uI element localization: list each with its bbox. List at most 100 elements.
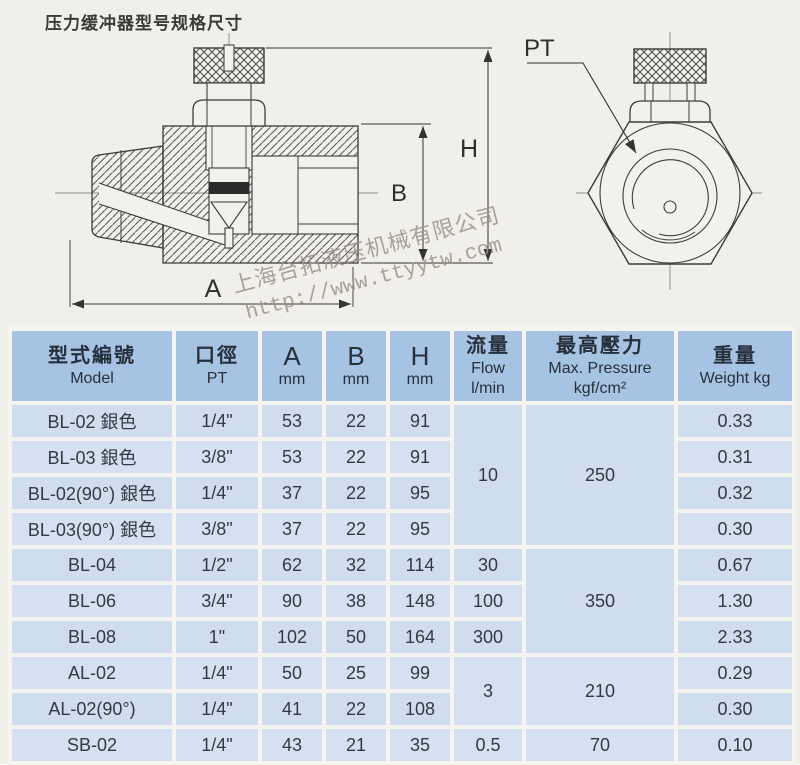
cell-weight: 0.30 (674, 509, 796, 549)
cell-weight: 0.29 (674, 653, 796, 693)
cell-b: 22 (322, 509, 390, 549)
cell-h: 95 (386, 509, 454, 549)
cell-b: 22 (322, 401, 390, 441)
weight-header-en: Weight kg (699, 370, 771, 387)
col-header-b: B mm (322, 327, 390, 405)
inscribed-circle (599, 122, 741, 264)
flow-header-en1: Flow (471, 360, 505, 377)
cell-h: 114 (386, 545, 454, 585)
cell-a: 53 (258, 437, 326, 477)
table-row: BL-03 銀色 3/8" 53 22 91 0.31 (8, 437, 796, 477)
col-header-model: 型式編號 Model (8, 327, 176, 405)
cell-a: 90 (258, 581, 326, 621)
page-title: 压力缓冲器型号规格尺寸 (45, 14, 243, 33)
table-row: BL-04 1/2" 62 32 114 30 350 0.67 (8, 545, 796, 657)
side-section-drawing: H B A (55, 33, 493, 309)
hex-nut-front (629, 100, 711, 124)
col-header-weight: 重量 Weight kg (674, 327, 796, 405)
table-row: SB-02 1/4" 43 21 35 0.5 70 0.10 (8, 725, 796, 765)
table-row: AL-02 1/4" 50 25 99 3 210 0.29 (8, 653, 796, 729)
cell-b: 38 (322, 581, 390, 621)
cell-model: BL-03(90°) 銀色 (8, 509, 176, 549)
cell-weight: 0.32 (674, 473, 796, 513)
cell-pressure-merged: 250 (522, 401, 678, 549)
thread-channel (205, 125, 253, 171)
cell-pt: 3/8" (172, 509, 262, 549)
cell-h: 99 (386, 653, 454, 693)
pt-header-zh: 口徑 (195, 345, 239, 367)
cell-flow-merged: 10 (450, 401, 526, 549)
cell-h: 108 (386, 689, 454, 729)
cell-pt: 1/4" (172, 473, 262, 513)
dim-label-H: H (460, 135, 478, 163)
pt-label: PT (524, 35, 555, 62)
cell-pt: 1/4" (172, 725, 262, 765)
thread-arc (631, 159, 709, 237)
hex-nut-side (192, 99, 266, 127)
inlet-channel (99, 183, 238, 247)
cell-flow-merged: 3 (450, 653, 526, 729)
cell-weight: 0.31 (674, 437, 796, 477)
cell-pt: 1/2" (172, 545, 262, 585)
cell-weight: 0.30 (674, 689, 796, 729)
table-row: BL-03(90°) 銀色 3/8" 37 22 95 0.30 (8, 509, 796, 549)
cell-pressure: 70 (522, 725, 678, 765)
knob-slot (223, 44, 235, 72)
model-header-en: Model (70, 370, 114, 387)
h-header: H (410, 341, 430, 371)
cell-flow: 30 (450, 545, 526, 585)
cell-model: BL-06 (8, 581, 176, 621)
needle-cone (209, 201, 249, 229)
flow-header-zh: 流量 (466, 335, 510, 357)
cell-pt: 3/4" (172, 581, 262, 621)
cell-pt: 1" (172, 617, 262, 657)
cell-a: 53 (258, 401, 326, 441)
pt-header-en: PT (206, 370, 228, 387)
cell-a: 50 (258, 653, 326, 693)
header-row: 型式編號 Model 口徑 PT A mm B mm H mm (8, 327, 796, 405)
cell-a: 43 (258, 725, 326, 765)
cell-pressure-merged: 350 (522, 545, 678, 657)
col-header-pt: 口徑 PT (172, 327, 262, 405)
relief-arc (641, 229, 696, 241)
b-header-unit: mm (342, 371, 370, 388)
knob-stem-right (686, 82, 696, 102)
cell-h: 164 (386, 617, 454, 657)
cell-model: SB-02 (8, 725, 176, 765)
cell-pt: 1/4" (172, 401, 262, 441)
pt-leader-line (527, 62, 637, 154)
pressure-header-en2: kgf/cm² (573, 380, 627, 397)
cell-h: 91 (386, 401, 454, 441)
boss-circle (622, 148, 718, 244)
cell-b: 25 (322, 653, 390, 693)
cell-b: 22 (322, 437, 390, 477)
cell-weight: 2.33 (674, 617, 796, 657)
pressure-header-zh: 最高壓力 (556, 335, 644, 357)
cell-h: 91 (386, 437, 454, 477)
outlet-port (251, 155, 359, 235)
needle-tip (224, 227, 234, 249)
cell-a: 37 (258, 473, 326, 513)
col-header-flow: 流量 Flow l/min (450, 327, 526, 405)
cell-flow: 0.5 (450, 725, 526, 765)
cell-b: 22 (322, 689, 390, 729)
table-row: BL-06 3/4" 90 38 148 100 1.30 (8, 581, 796, 621)
cell-weight: 1.30 (674, 581, 796, 621)
knurled-knob-front (633, 48, 707, 84)
table-row: BL-02 銀色 1/4" 53 22 91 10 250 0.33 (8, 401, 796, 549)
cell-a: 41 (258, 689, 326, 729)
cell-b: 21 (322, 725, 390, 765)
cell-h: 148 (386, 581, 454, 621)
col-header-a: A mm (258, 327, 326, 405)
a-header-unit: mm (278, 371, 306, 388)
cell-model: AL-02 (8, 653, 176, 693)
col-header-pressure: 最高壓力 Max. Pressure kgf/cm² (522, 327, 678, 405)
cell-model: BL-02 銀色 (8, 401, 176, 441)
col-header-h: H mm (386, 327, 454, 405)
cell-pt: 3/8" (172, 437, 262, 477)
cell-b: 22 (322, 473, 390, 513)
dimension-lines (69, 47, 493, 309)
cell-flow: 300 (450, 617, 526, 657)
cell-h: 35 (386, 725, 454, 765)
seal-band (209, 182, 249, 194)
